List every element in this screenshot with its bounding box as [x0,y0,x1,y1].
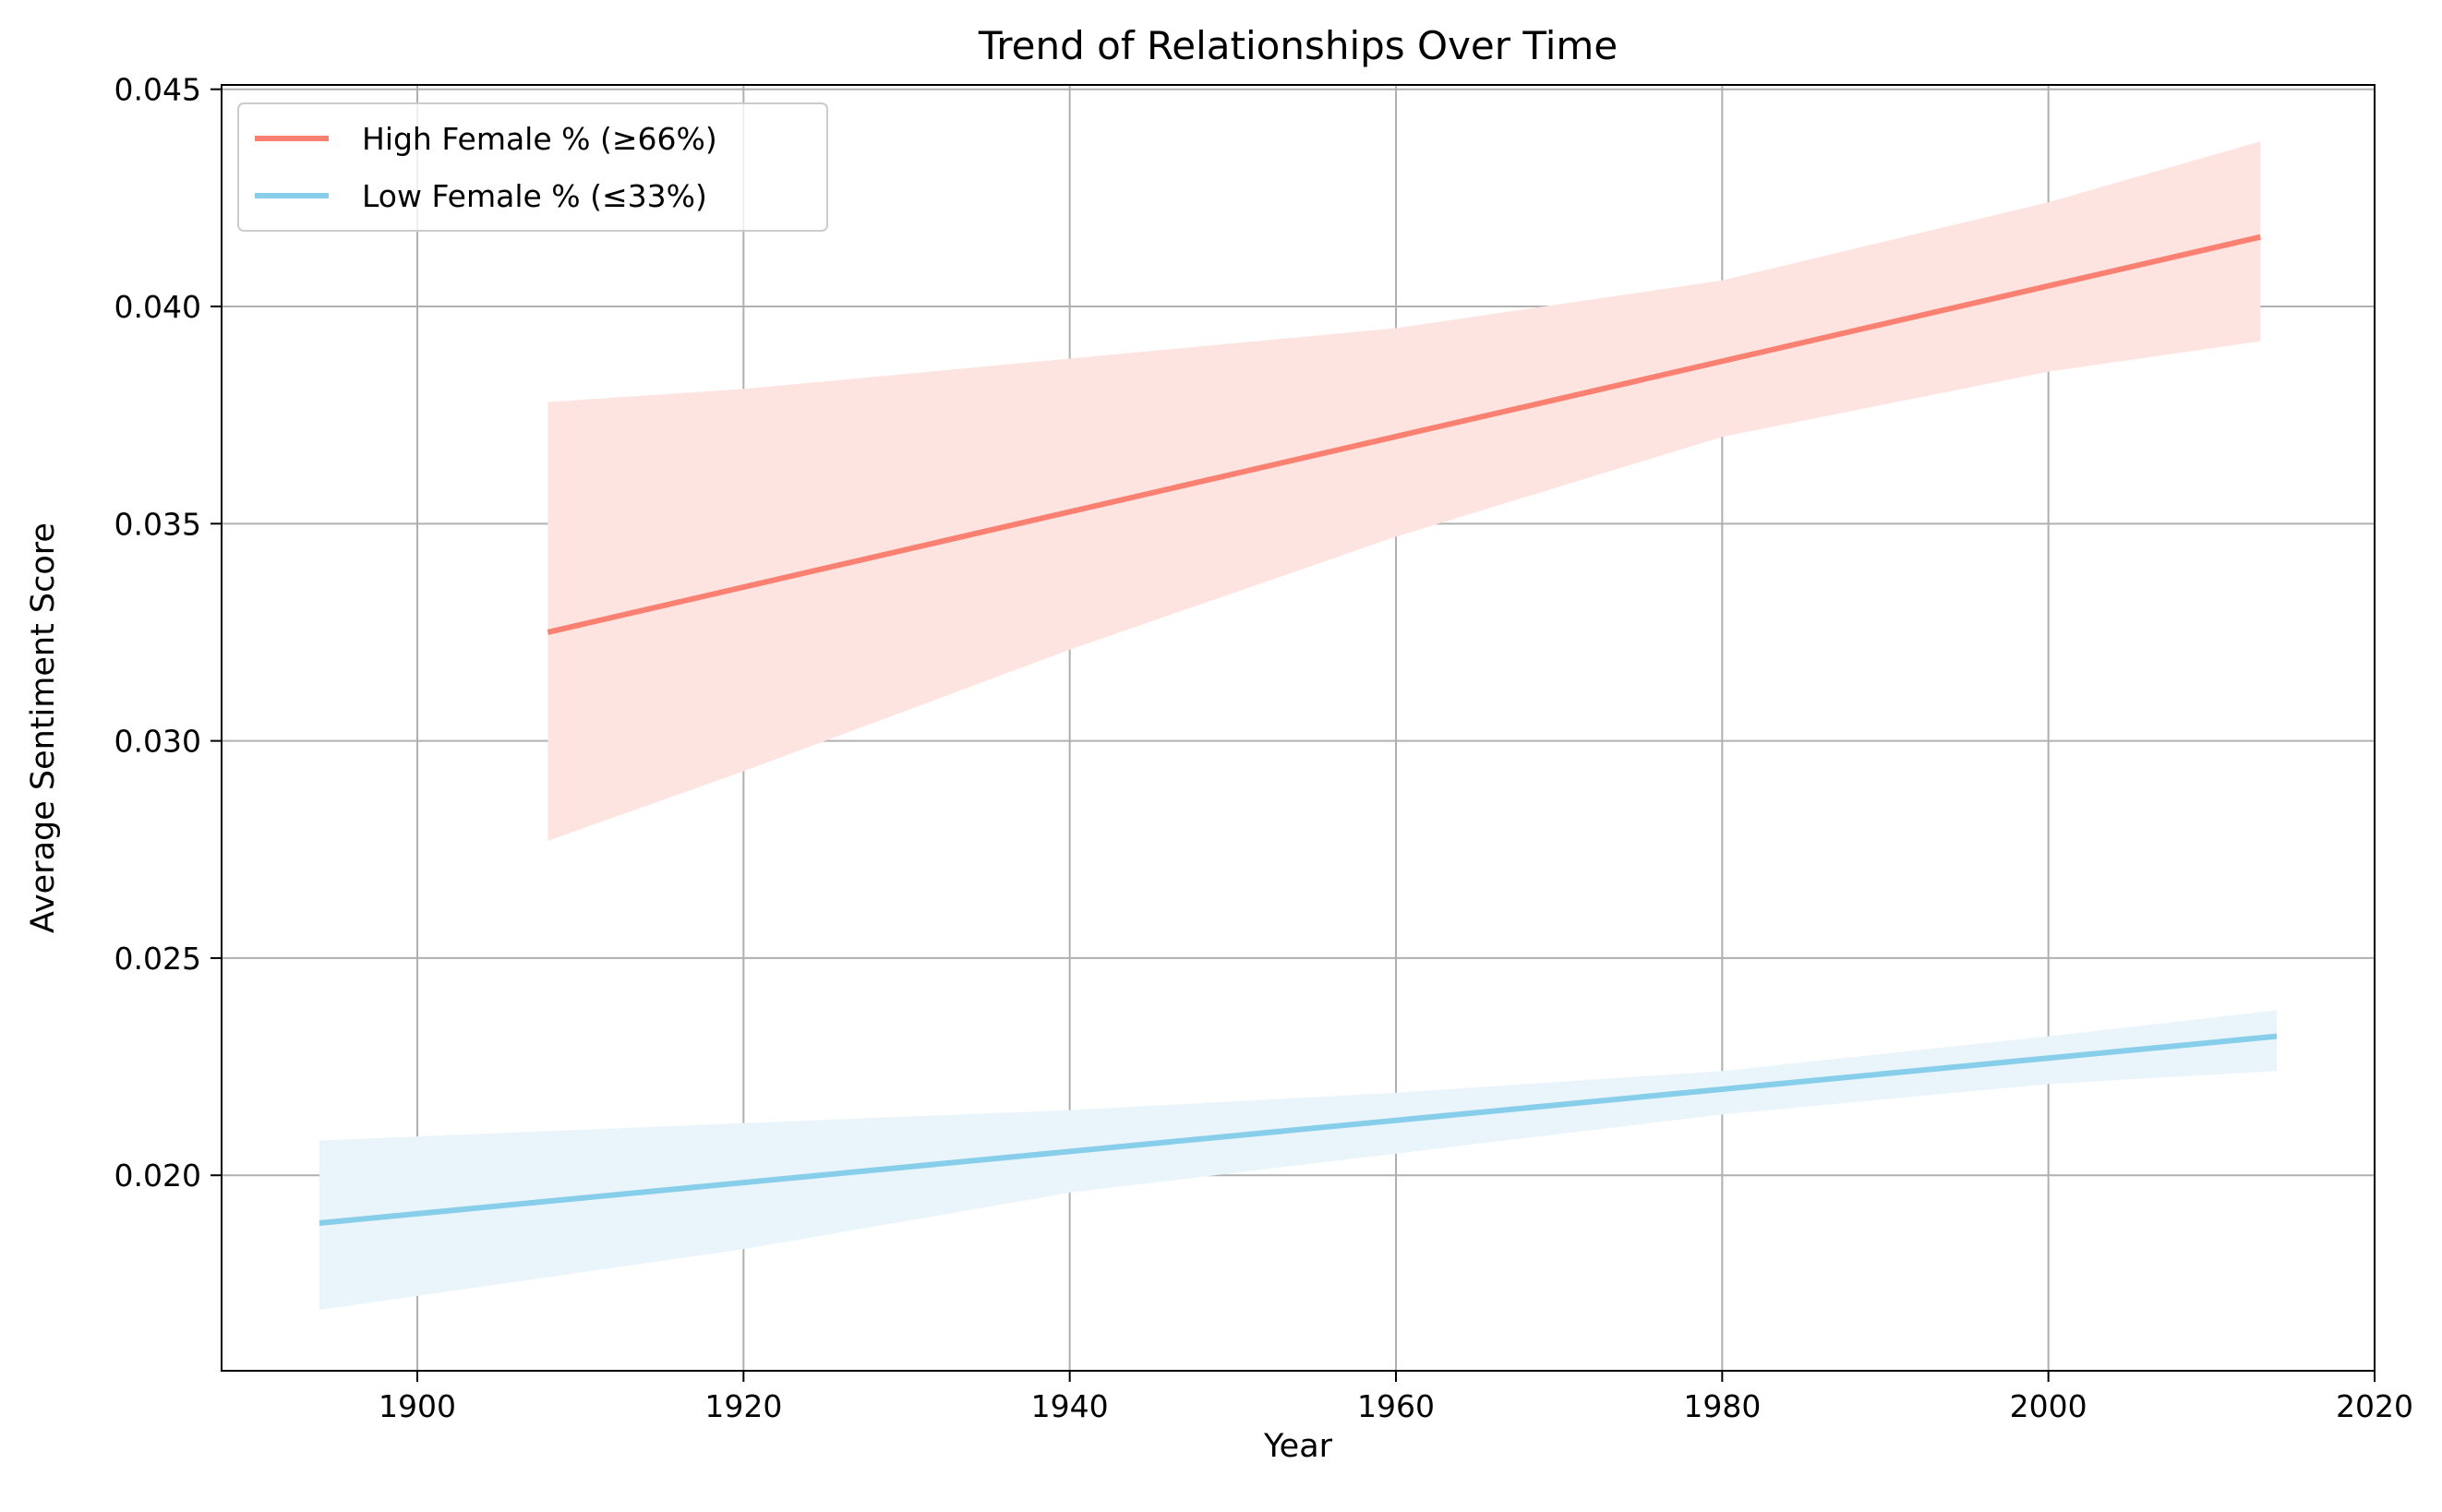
plot-frame [221,84,2376,1372]
y-tick-label: 0.035 [114,506,201,542]
x-tick-label: 1920 [704,1388,782,1424]
x-tick-label: 1960 [1357,1388,1435,1424]
x-axis: 1900 1920 1940 1960 1980 2000 2020 [379,1371,2413,1424]
x-tick-label: 2000 [2010,1388,2087,1424]
legend: High Female % (≥66%) Low Female % (≤33%) [237,102,828,232]
y-tick-label: 0.045 [114,72,201,108]
chart-title: Trend of Relationships Over Time [978,23,1618,68]
x-axis-label: Year [1263,1428,1333,1465]
y-tick-label: 0.025 [114,941,201,977]
legend-box [237,102,828,232]
legend-label-high-female: High Female % (≥66%) [362,121,717,157]
x-tick-label: 2020 [2336,1388,2413,1424]
y-axis-label: Average Sentiment Score [25,522,62,933]
band-high-female [547,141,2261,841]
y-tick-label: 0.020 [114,1158,201,1194]
y-tick-label: 0.040 [114,289,201,325]
series-line-low-female [319,1033,2278,1226]
y-tick-label: 0.030 [114,724,201,760]
series-lines [319,234,2278,1226]
legend-label-low-female: Low Female % (≤33%) [362,178,707,214]
series-line-high-female [547,234,2262,635]
x-tick-label: 1900 [379,1388,456,1424]
y-axis: 0.020 0.025 0.030 0.035 0.040 0.045 [114,72,222,1194]
x-tick-label: 1980 [1683,1388,1761,1424]
x-tick-label: 1940 [1031,1388,1109,1424]
